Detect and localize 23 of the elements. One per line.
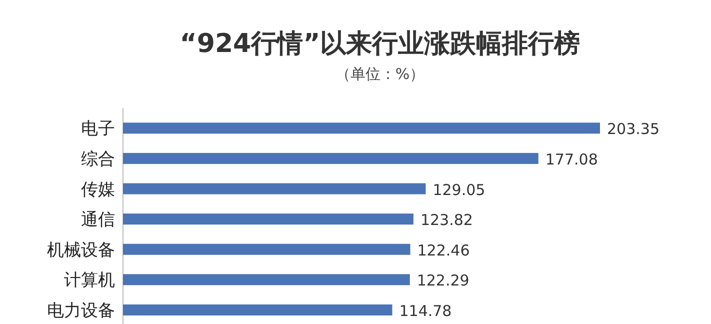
y-tick-label: 电子 [81, 119, 115, 140]
y-tick-label: 计算机 [64, 270, 115, 291]
data-label: 114.78 [399, 302, 452, 320]
bar [123, 304, 392, 316]
y-tick-label: 电力设备 [47, 300, 115, 321]
chart-subtitle: （单位：%） [335, 65, 425, 83]
bar [123, 122, 600, 134]
data-label: 122.29 [416, 272, 470, 290]
data-label: 123.82 [420, 211, 473, 230]
bar [123, 274, 410, 286]
bar [123, 214, 414, 225]
y-tick-label: 机械设备 [47, 240, 115, 260]
data-label: 122.46 [417, 241, 470, 260]
y-tick-label: 传媒 [81, 180, 115, 200]
y-tick-label: 综合 [81, 149, 115, 170]
bar [123, 183, 426, 194]
data-label: 129.05 [432, 180, 486, 199]
chart-title: “924行情”以来行业涨跌幅排行榜 [180, 29, 580, 59]
y-tick-label: 通信 [81, 210, 115, 230]
bar [123, 152, 538, 164]
data-label: 203.35 [607, 120, 660, 138]
data-label: 177.08 [545, 150, 598, 168]
bar [123, 244, 410, 255]
